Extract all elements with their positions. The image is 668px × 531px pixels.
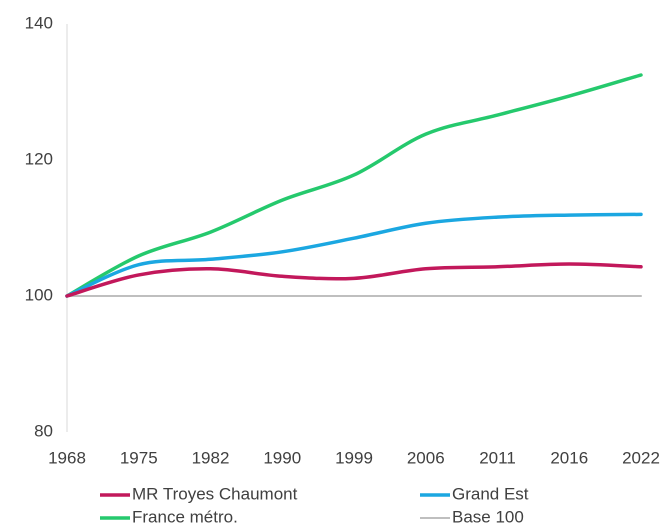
y-tick-label: 120 — [25, 149, 53, 168]
y-tick-label: 80 — [34, 421, 53, 440]
x-tick-label: 1975 — [120, 448, 158, 467]
legend-label: Base 100 — [452, 507, 524, 526]
x-tick-label: 1999 — [335, 448, 373, 467]
y-tick-label: 100 — [25, 285, 53, 304]
legend-label: MR Troyes Chaumont — [132, 484, 298, 503]
legend-label: Grand Est — [452, 484, 529, 503]
x-tick-label: 2011 — [479, 448, 516, 467]
x-tick-label: 1968 — [48, 448, 86, 467]
legend-label: France métro. — [132, 507, 238, 526]
x-tick-label: 2016 — [550, 448, 588, 467]
x-tick-label: 2006 — [407, 448, 445, 467]
x-tick-label: 1990 — [263, 448, 301, 467]
series-line — [65, 262, 643, 298]
x-tick-label: 1982 — [192, 448, 230, 467]
series-line — [65, 73, 643, 298]
y-tick-label: 140 — [25, 13, 53, 32]
series-line — [65, 212, 643, 298]
x-tick-label: 2022 — [622, 448, 660, 467]
